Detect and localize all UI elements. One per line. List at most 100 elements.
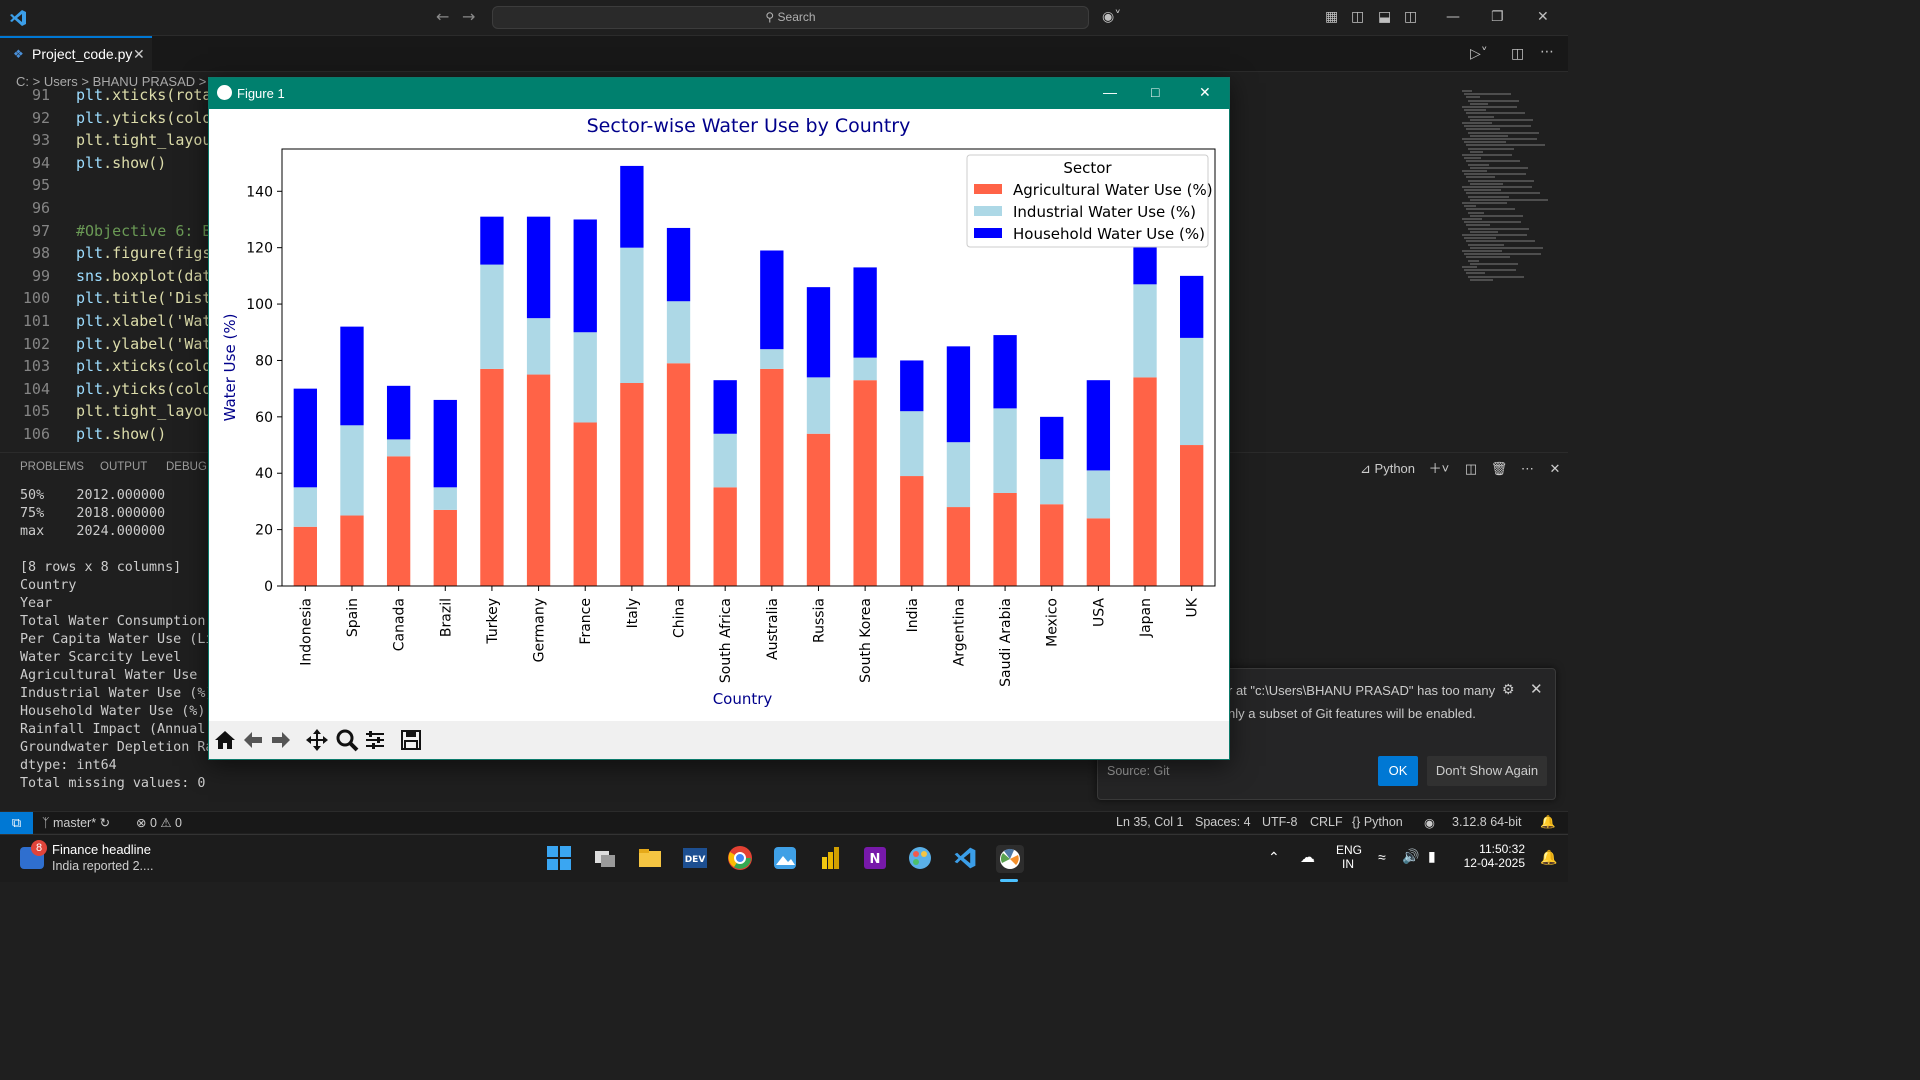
tab-debug-console[interactable]: DEBUG C [166,461,219,473]
forward-arrow-icon[interactable]: → [462,7,476,26]
save-figure-icon[interactable] [399,728,423,752]
wifi-icon[interactable]: ≈ [1378,849,1386,865]
notification-center-icon[interactable]: 🔔 [1540,849,1558,865]
close-notification-icon[interactable]: ✕ [1530,681,1543,698]
figure-canvas[interactable]: Sector-wise Water Use by Country Indonesi… [209,109,1229,721]
language-indicator[interactable]: ENG IN [1336,843,1362,871]
indentation[interactable]: Spaces: 4 [1195,815,1251,829]
forward-icon[interactable] [269,728,293,752]
configure-subplots-icon[interactable] [363,728,387,752]
code-line[interactable]: 92 plt.yticks(colo [0,109,212,131]
breadcrumb[interactable]: C: > Users > BHANU PRASAD > P [16,74,219,89]
dev-home-icon[interactable]: DEV [682,845,710,873]
paint-icon[interactable] [907,845,935,873]
tab-problems[interactable]: PROBLEMS [20,461,84,473]
notifications-bell-icon[interactable]: 🔔 [1540,815,1556,829]
code-editor[interactable]: 91 plt.xticks(rota 92 plt.yticks(colo 93 plt.… [0,86,212,448]
minimap-line [1470,150,1483,153]
vscode-taskbar-icon[interactable] [952,845,980,873]
code-line[interactable]: 96 [0,199,210,221]
zoom-icon[interactable] [335,728,359,752]
split-editor-icon[interactable]: ◫ [1511,46,1525,62]
code-line[interactable]: 94 plt.show() [0,154,210,176]
run-icon[interactable]: ▷˅ [1470,46,1488,62]
restore-icon[interactable]: ❐ [1491,9,1504,25]
trash-icon[interactable]: 🗑 [1490,461,1508,476]
terminal-output[interactable]: 50% 2012.000000 75% 2018.000000 max 2024.0… [20,488,230,794]
onedrive-icon[interactable]: ☁ [1300,849,1315,866]
code-line[interactable]: 97 #Objective 6: B [0,222,212,244]
end-of-line[interactable]: CRLF [1310,815,1343,829]
close-tab-icon[interactable]: ✕ [133,46,145,62]
back-arrow-icon[interactable]: ← [436,7,450,26]
start-button-icon[interactable] [546,845,574,873]
figure-minimize-icon[interactable]: — [1103,84,1117,100]
code-line[interactable]: 104 plt.yticks(colo [0,380,212,402]
code-line[interactable]: 103 plt.xticks(colo [0,357,212,379]
close-panel-icon[interactable]: ✕ [1549,461,1561,476]
minimize-icon[interactable]: — [1446,9,1460,25]
code-line[interactable]: 106 plt.show() [0,425,210,447]
minimap-line [1470,166,1528,169]
y-tick-label: 140 [246,184,273,200]
bar-segment [480,216,504,265]
customize-layout-icon[interactable]: ▦ [1325,9,1339,25]
problems-indicator[interactable]: ⊗ 0 ⚠ 0 [136,816,183,830]
code-line[interactable]: 102 plt.ylabel('Wat [0,334,212,357]
clock[interactable]: 11:50:32 12-04-2025 [1455,842,1525,870]
copilot-icon[interactable]: ◉˅ [1102,9,1122,25]
power-bi-icon[interactable] [817,845,845,873]
code-line[interactable]: 93 plt.tight_layou [0,131,212,153]
news-title[interactable]: Finance headline [52,842,152,857]
figure-maximize-icon[interactable]: □ [1151,84,1160,100]
figure-close-icon[interactable]: ✕ [1199,84,1211,100]
terminal-name[interactable]: Python [1374,461,1416,476]
home-icon[interactable] [213,728,237,752]
copilot-status-icon[interactable]: ◉ [1424,816,1435,830]
branch-indicator[interactable]: ᛉ master* ↻ [42,815,110,830]
code-line[interactable]: 91 plt.xticks(rota [0,86,212,108]
back-icon[interactable] [241,728,265,752]
python-interpreter[interactable]: 3.12.8 64-bit [1452,815,1522,829]
code-line[interactable]: 99 sns.boxplot(dat [0,267,212,289]
tab-project-code[interactable]: ❖ Project_code.py ✕ [0,36,152,72]
cursor-position[interactable]: Ln 35, Col 1 [1116,815,1184,829]
pan-icon[interactable] [305,728,329,752]
show-hidden-icons-icon[interactable]: ⌃ [1268,849,1280,865]
toggle-secondary-sidebar-icon[interactable]: ◫ [1404,9,1418,25]
file-explorer-icon[interactable] [637,845,665,873]
more-actions-icon[interactable]: ⋯ [1540,44,1554,60]
close-window-icon[interactable]: ✕ [1537,9,1549,25]
battery-icon[interactable]: ▮ [1428,848,1436,864]
matplotlib-figure-taskbar-icon[interactable] [996,845,1024,873]
command-search-box[interactable]: ⚲ Search [492,6,1089,29]
task-view-icon[interactable] [592,845,620,873]
figure-title-bar[interactable]: Figure 1 — □ ✕ [209,78,1229,109]
tab-output[interactable]: OUTPUT [100,461,148,473]
toggle-panel-icon[interactable]: ⬓ [1378,9,1392,25]
split-terminal-icon[interactable]: ◫ [1464,461,1478,476]
photos-icon[interactable] [772,845,800,873]
x-tick-label: Argentina [951,598,967,666]
code-line[interactable]: 105 plt.tight_layou [0,402,212,424]
new-terminal-icon[interactable]: ＋˅ [1428,461,1450,476]
onenote-icon[interactable]: N [862,845,890,873]
language-mode[interactable]: {} Python [1352,815,1403,829]
code-line[interactable]: 98 plt.figure(figs [0,244,212,266]
code-line[interactable]: 101 plt.xlabel('Wat [0,312,212,334]
toggle-sidebar-icon[interactable]: ◫ [1351,9,1365,25]
minimap[interactable] [1458,90,1556,282]
remote-indicator-icon[interactable]: ⧉ [0,812,33,834]
chrome-icon[interactable] [727,845,755,873]
line-number: 102 [22,334,50,353]
gear-icon[interactable]: ⚙ [1502,681,1515,697]
code-line[interactable]: 95 [0,176,210,198]
news-subtitle[interactable]: India reported 2.... [52,859,154,873]
code-line[interactable]: 100 plt.title('Dist [0,289,212,311]
svg-text:N: N [870,852,881,867]
dont-show-again-button[interactable]: Don't Show Again [1427,756,1547,786]
more-icon[interactable]: ⋯ [1520,461,1534,476]
volume-icon[interactable]: 🔊 [1402,848,1420,864]
ok-button[interactable]: OK [1378,756,1418,786]
encoding[interactable]: UTF-8 [1262,815,1298,829]
